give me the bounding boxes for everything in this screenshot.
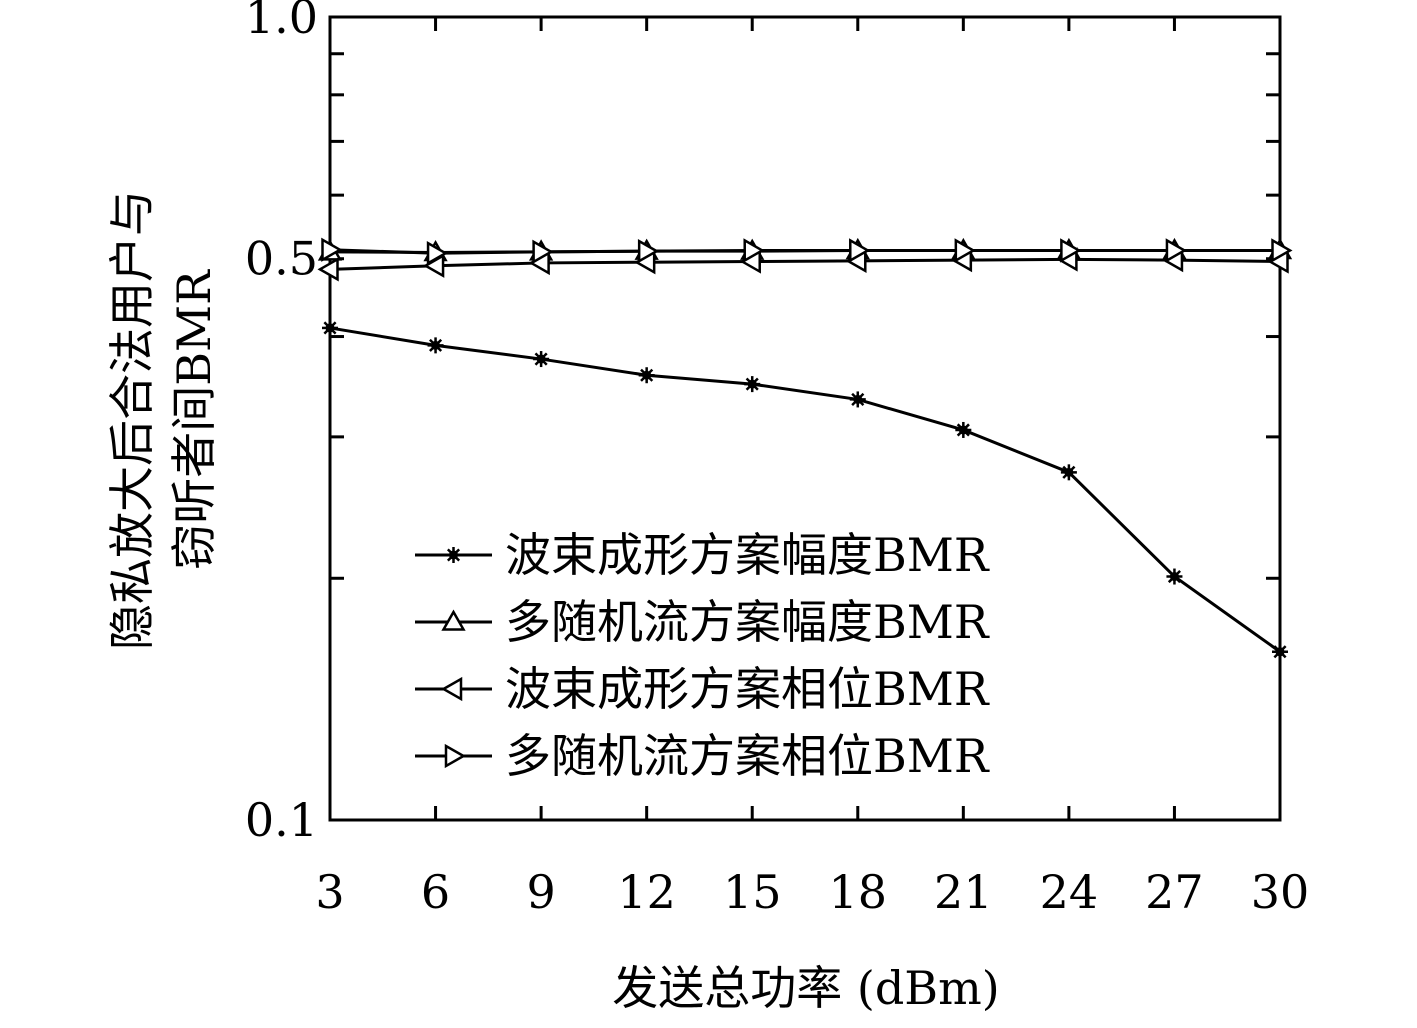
data-point (744, 376, 761, 393)
data-point (1165, 238, 1187, 263)
legend-label: 波束成形方案相位BMR (505, 662, 990, 716)
series-line (329, 248, 1280, 255)
series-line (329, 257, 1281, 271)
plot-frame (328, 15, 1282, 822)
x-tick-label: 24 (1040, 865, 1099, 919)
data-point (427, 337, 444, 354)
x-tick-label: 6 (421, 865, 450, 919)
series-1 (322, 319, 1288, 660)
plot-border (328, 15, 1282, 822)
legend-swatch-marker (440, 676, 463, 702)
x-axis-title: 发送总功率 (dBm) (612, 961, 999, 1015)
data-point (1166, 568, 1183, 585)
data-point (533, 351, 550, 368)
data-point (954, 238, 976, 263)
y-axis-title-line-1: 隐私放大后合法用户与 (105, 190, 159, 650)
data-point (317, 257, 339, 282)
legend-item: 多随机流方案幅度BMR (415, 595, 990, 649)
series-line (329, 326, 1281, 653)
legend: 波束成形方案幅度BMR 多随机流方案幅度BMR 波束成形方案相位BMR 多随机流方案相… (415, 528, 990, 783)
data-point (532, 239, 554, 264)
x-tick-label: 9 (526, 865, 555, 919)
y-tick-label: 0.5 (245, 232, 318, 286)
data-point (849, 391, 866, 408)
data-point (849, 238, 871, 263)
x-axis-ticks: 3 6 9 12 15 18 21 24 27 30 (315, 17, 1309, 919)
legend-item: 多随机流方案相位BMR (415, 729, 990, 783)
legend-swatch-marker (445, 547, 462, 563)
data-point (1060, 238, 1082, 263)
x-tick-label: 12 (617, 865, 676, 919)
y-tick-label: 1.0 (245, 0, 318, 44)
series-3 (317, 247, 1289, 282)
data-point (322, 319, 338, 336)
legend-label: 多随机流方案幅度BMR (505, 595, 990, 649)
data-point (1060, 464, 1077, 481)
data-point (1271, 238, 1293, 263)
y-axis-title: 隐私放大后合法用户与 窃听者间BMR (105, 190, 221, 650)
series-4 (321, 237, 1293, 266)
legend-swatch-marker (444, 743, 467, 769)
data-point (743, 238, 765, 263)
x-tick-label: 3 (315, 865, 344, 919)
y-axis-title-line-2: 窃听者间BMR (167, 269, 221, 570)
y-tick-label: 0.1 (245, 793, 318, 847)
x-tick-label: 30 (1251, 865, 1310, 919)
x-tick-label: 18 (829, 865, 888, 919)
legend-label: 波束成形方案幅度BMR (505, 528, 990, 582)
x-tick-label: 21 (934, 865, 993, 919)
data-point (637, 238, 660, 264)
legend-label: 多随机流方案相位BMR (505, 729, 990, 783)
series-layer (317, 237, 1293, 660)
legend-swatch-marker (441, 609, 466, 631)
x-tick-label: 15 (723, 865, 782, 919)
data-point (426, 241, 449, 266)
legend-item: 波束成形方案幅度BMR (415, 528, 990, 582)
data-point (638, 367, 655, 384)
data-point (321, 237, 343, 262)
data-point (955, 421, 972, 438)
x-tick-label: 27 (1145, 865, 1204, 919)
data-point (1272, 643, 1288, 660)
legend-item: 波束成形方案相位BMR (415, 662, 990, 716)
y-axis-ticks: 0.1 0.5 1.0 (245, 0, 1280, 847)
